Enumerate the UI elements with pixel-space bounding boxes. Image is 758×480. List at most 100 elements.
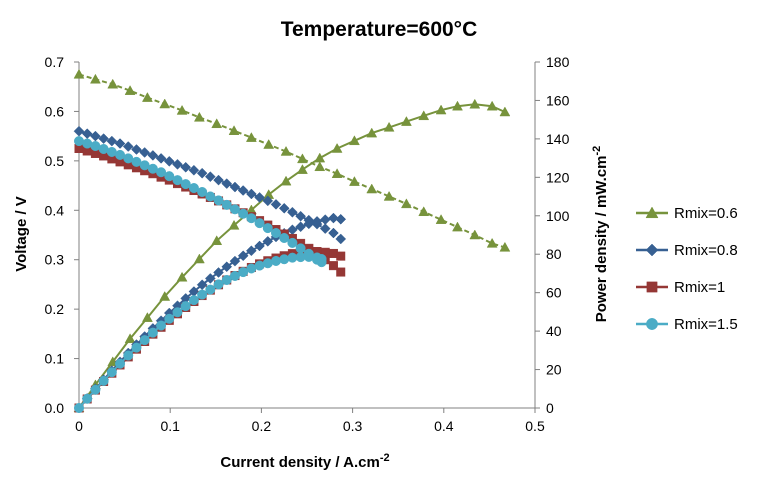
left-axis-title: Voltage / V: [13, 196, 30, 272]
power-point: [176, 271, 188, 282]
power-point: [435, 104, 447, 115]
left-tick-label: 0.3: [45, 252, 65, 268]
voltage-point: [188, 183, 199, 194]
power-point: [82, 393, 93, 404]
voltage-point: [211, 118, 223, 129]
voltage-point: [147, 150, 159, 161]
chart-title: Temperature=600°C: [281, 18, 478, 41]
voltage-point: [280, 145, 292, 156]
voltage-point: [193, 111, 205, 122]
power-point: [418, 110, 430, 121]
left-tick-label: 0.0: [45, 400, 65, 416]
voltage-point: [499, 241, 511, 252]
x-axis-title-text: Current density / A.cm: [220, 454, 379, 471]
x-tick-label: 0.1: [160, 418, 180, 434]
right-axis-title-sup: -2: [591, 146, 603, 156]
power-point: [336, 251, 346, 261]
x-tick-label: 0.5: [525, 418, 545, 434]
power-point: [147, 327, 158, 338]
voltage-point: [228, 125, 240, 135]
power-point: [221, 261, 233, 273]
power-point: [213, 279, 224, 290]
power-point: [139, 335, 150, 346]
right-tick-label: 140: [546, 131, 570, 147]
voltage-point: [155, 153, 167, 164]
power-point: [115, 358, 126, 369]
power-point: [221, 274, 232, 285]
voltage-point: [246, 188, 257, 200]
voltage-point: [469, 229, 481, 240]
voltage-point: [245, 132, 257, 142]
voltage-point: [106, 135, 118, 147]
power-point: [303, 218, 315, 230]
voltage-point: [336, 267, 346, 277]
voltage-point: [156, 167, 167, 178]
power-point: [297, 164, 308, 174]
power-point: [211, 235, 223, 246]
voltage-point: [400, 198, 412, 209]
power-point: [123, 350, 134, 361]
power-point: [141, 312, 153, 322]
power-point: [238, 267, 249, 278]
power-point: [366, 127, 378, 138]
power-point: [319, 214, 331, 225]
voltage-point: [246, 213, 257, 224]
legend-label: Rmix=0.8: [674, 242, 738, 259]
power-point: [106, 367, 117, 378]
legend-label: Rmix=1.5: [674, 316, 738, 333]
voltage-point: [114, 138, 126, 149]
voltage-point: [295, 210, 306, 222]
power-point: [280, 175, 292, 186]
legend-label: Rmix=1: [674, 279, 725, 296]
left-tick-label: 0.7: [45, 54, 65, 70]
right-tick-label: 60: [546, 285, 562, 301]
legend-marker: [646, 281, 658, 293]
x-axis-title-sup: -2: [380, 452, 390, 464]
power-line: [78, 255, 322, 409]
voltage-point: [73, 68, 85, 79]
voltage-point: [180, 161, 192, 173]
right-tick-label: 20: [546, 362, 562, 378]
power-point: [486, 100, 498, 111]
voltage-point: [141, 92, 153, 102]
power-point: [164, 313, 175, 324]
voltage-point: [139, 147, 151, 158]
voltage-point: [366, 183, 378, 194]
power-point: [159, 290, 171, 301]
voltage-point: [89, 73, 101, 84]
voltage-point: [383, 190, 395, 201]
voltage-point: [295, 243, 306, 254]
plot-area: [78, 62, 536, 409]
voltage-point: [164, 171, 175, 182]
power-point: [452, 100, 463, 111]
right-axis-ticks: 0 20 40 60 80 100 120 140 160 180: [535, 54, 570, 416]
right-tick-label: 160: [546, 92, 570, 108]
voltage-point: [98, 133, 109, 144]
right-axis-title-text: Power density / mW.cm: [593, 156, 610, 323]
power-point: [124, 333, 136, 344]
power-point: [131, 342, 142, 353]
voltage-point: [124, 85, 136, 95]
voltage-point: [348, 176, 360, 186]
power-point: [156, 320, 167, 331]
power-point: [335, 213, 347, 225]
legend: Rmix=0.6 Rmix=0.8 Rmix=1 Rmix=1.5: [636, 205, 738, 333]
x-axis-title: Current density / A.cm-2: [220, 452, 389, 471]
voltage-point: [328, 227, 339, 239]
voltage-point: [188, 164, 200, 176]
power-point: [180, 301, 191, 312]
power-point: [331, 142, 343, 153]
power-point: [262, 235, 274, 247]
power-point: [237, 250, 249, 262]
voltage-point: [254, 218, 265, 229]
voltage-point: [270, 228, 281, 239]
voltage-point: [335, 233, 347, 245]
voltage-point: [73, 125, 85, 137]
voltage-point: [262, 195, 274, 207]
x-tick-label: 0.2: [252, 418, 272, 434]
voltage-point: [131, 144, 142, 155]
voltage-point: [213, 195, 224, 206]
right-tick-label: 120: [546, 169, 570, 185]
voltage-point: [213, 174, 224, 186]
